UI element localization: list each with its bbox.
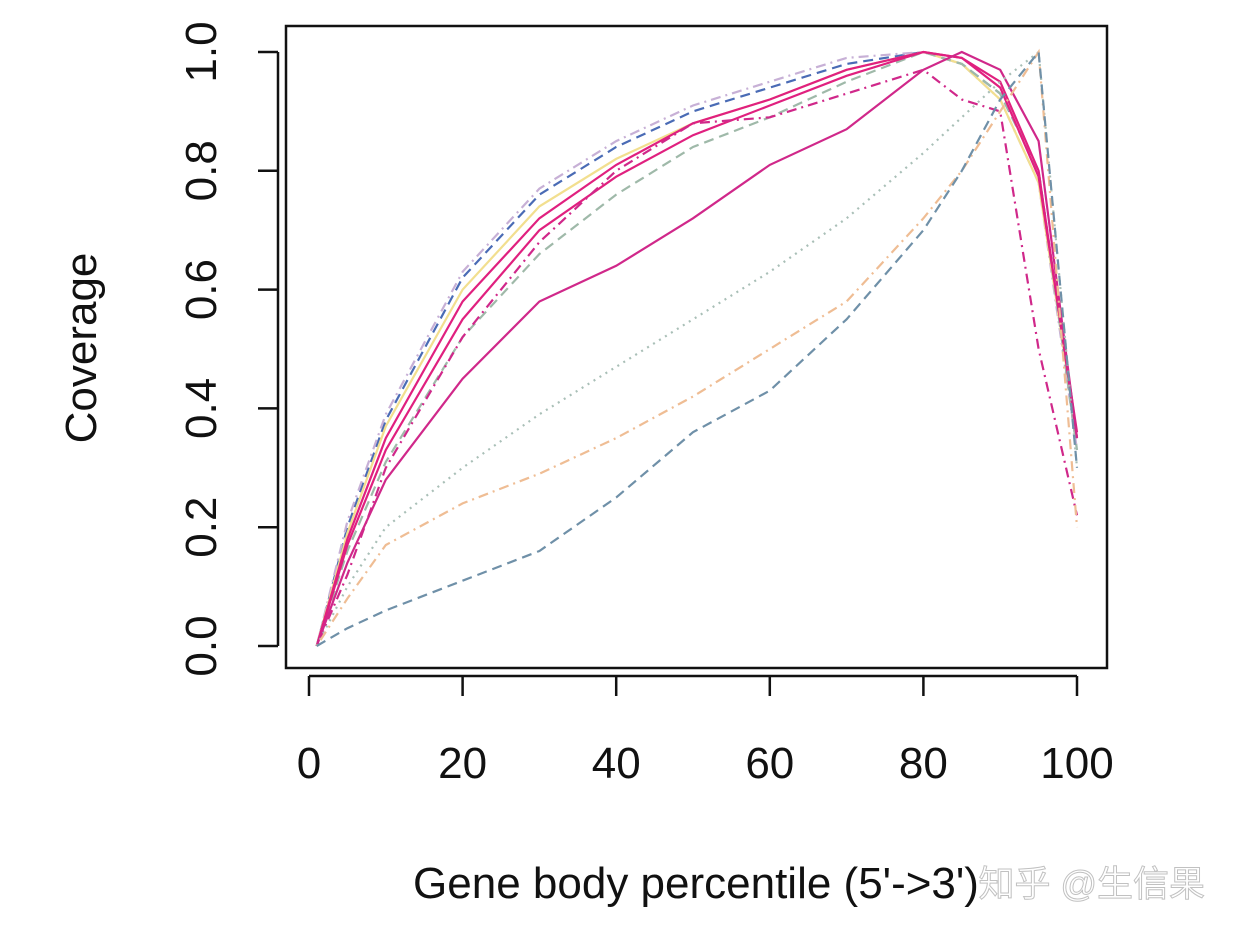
y-tick-label: 0.6 [177,259,226,320]
series-line-9 [315,48,1079,647]
y-tick-label: 0.0 [177,615,226,676]
series-line-2 [315,50,1079,647]
x-tick-label: 100 [1040,739,1113,788]
y-tick-label: 1.0 [177,21,226,82]
series-lines [315,48,1079,647]
series-line-4 [315,50,1079,647]
y-axis-label: Coverage [57,253,106,444]
y-tick-label: 0.4 [177,378,226,439]
y-axis: 0.0 0.2 0.4 0.6 0.8 1.0 [177,21,280,677]
x-tick-label: 20 [438,739,487,788]
x-tick-label: 60 [745,739,794,788]
series-line-3 [315,50,1079,647]
x-axis: 0 20 40 60 80 100 [297,674,1114,788]
watermark: 知乎 @生信果 [978,863,1205,904]
plot-frame [284,24,1109,670]
x-tick-label: 80 [899,739,948,788]
x-tick-label: 0 [297,739,321,788]
y-tick-label: 0.2 [177,497,226,558]
series-line-1 [315,50,1079,647]
series-line-8 [315,49,1079,647]
y-tick-label: 0.8 [177,140,226,201]
series-line-5 [315,50,1079,647]
x-axis-label: Gene body percentile (5'->3') [413,859,979,908]
series-line-7 [315,50,1079,647]
series-line-10 [316,49,1079,647]
series-line-0 [315,50,1079,647]
x-tick-label: 40 [592,739,641,788]
